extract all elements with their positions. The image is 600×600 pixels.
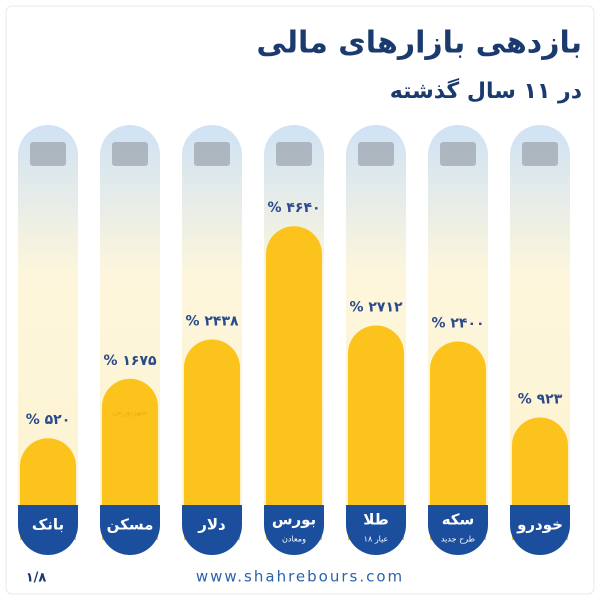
value-label: % ۱۶۷۵ — [103, 353, 157, 369]
page-number: ۱/۸ — [26, 571, 47, 586]
category-pill — [100, 505, 160, 555]
icon — [276, 142, 312, 166]
value-label: % ۵۲۰ — [26, 412, 71, 428]
category-label: سکه — [442, 511, 475, 529]
category-label: مسکن — [107, 516, 154, 534]
icon — [522, 142, 558, 166]
bar — [430, 341, 486, 540]
category-label: دلار — [197, 516, 226, 534]
bar — [348, 325, 404, 540]
watermark: شهربورس — [113, 408, 148, 417]
icon — [358, 142, 394, 166]
category-label: بورس — [272, 511, 316, 529]
value-label: % ۲۷۱۲ — [349, 299, 403, 315]
icon — [30, 142, 66, 166]
bar — [184, 339, 241, 540]
bar — [102, 378, 158, 540]
category-label: طلا — [363, 511, 389, 529]
bar — [266, 226, 322, 541]
category-pill — [346, 505, 406, 555]
frame — [5, 5, 595, 595]
category-label: بانک — [32, 516, 64, 534]
value-label: % ۹۲۳ — [518, 392, 563, 408]
category-note: ومعادن — [282, 535, 306, 544]
value-label: % ۴۶۴۰ — [267, 200, 320, 216]
icon — [112, 142, 148, 166]
category-note: طرح جدید — [441, 535, 475, 544]
category-pill — [428, 505, 488, 555]
icon — [194, 142, 230, 166]
category-pill — [264, 505, 324, 555]
icon — [440, 142, 476, 166]
chart-title: بازدهی بازارهای مالی — [256, 26, 582, 61]
value-label: % ۲۴۰۰ — [431, 315, 484, 331]
footer: www.shahrebours.com — [196, 568, 404, 586]
category-label: خودرو — [516, 516, 563, 534]
category-pill — [18, 505, 78, 555]
category-pill — [182, 505, 242, 555]
value-label: % ۲۴۳۸ — [185, 314, 239, 330]
chart-subtitle: در ۱۱ سال گذشته — [390, 77, 582, 104]
category-note: ۱۸ عیار — [364, 535, 389, 544]
category-pill — [510, 505, 570, 555]
